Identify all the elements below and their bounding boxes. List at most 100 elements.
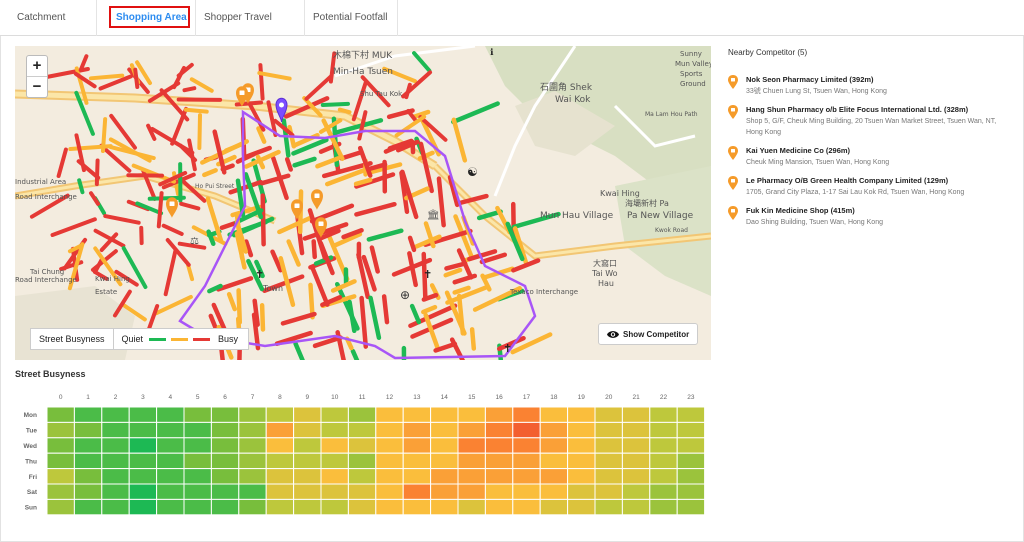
competitor-item[interactable]: Hang Shun Pharmacy o/b Elite Focus Inter… — [728, 105, 1008, 138]
street-segment — [317, 228, 341, 241]
street-segment — [479, 252, 508, 265]
heatmap-cell — [457, 483, 486, 500]
competitor-pin-icon[interactable] — [311, 189, 323, 210]
street-segment — [266, 100, 278, 137]
competitor-address: 1705, Grand City Plaza, 1-17 Sai Lau Kok… — [746, 189, 965, 196]
show-competitor-button[interactable]: Show Competitor — [598, 323, 699, 345]
street-segment — [278, 256, 296, 307]
heatmap-cell — [183, 468, 212, 485]
tab-shopping-area[interactable]: Shopping Area — [101, 0, 196, 36]
heatmap-cell — [156, 406, 185, 423]
competitor-pin-icon[interactable] — [166, 197, 178, 218]
street-segment — [78, 54, 89, 73]
map-label: Mun Valley — [675, 60, 711, 68]
competitor-item[interactable]: Fuk Kin Medicine Shop (415m) Dao Shing Bu… — [728, 206, 1008, 228]
map-label: 石圍角 Shek — [540, 81, 593, 93]
street-segment — [321, 161, 373, 179]
heatmap-cell — [539, 406, 569, 423]
map-label: Ground — [680, 80, 706, 88]
map-label: Wai Kok — [555, 95, 591, 105]
street-segment — [406, 108, 419, 124]
map-label: Mun Hau Village — [540, 211, 614, 221]
heatmap-cell — [649, 483, 678, 500]
street-segment — [497, 343, 504, 360]
street-segment — [357, 110, 368, 141]
heatmap-cell — [676, 406, 706, 423]
heatmap-cell — [649, 498, 678, 516]
heatmap-cell — [512, 468, 541, 485]
heatmap-cell — [649, 452, 678, 470]
heatmap-cell — [320, 406, 349, 423]
street-segment — [112, 289, 132, 318]
heatmap-cell — [46, 437, 75, 454]
map-label: Industrial Area — [15, 178, 66, 186]
heatmap-cell — [101, 437, 130, 454]
zoom-in-button[interactable]: + — [27, 56, 47, 77]
street-segment — [103, 214, 141, 225]
map-label: Sunny — [680, 50, 702, 58]
competitor-item[interactable]: Nok Seon Pharmacy Limited (392m) 33號 Chue… — [728, 75, 1008, 97]
heatmap-cell — [320, 452, 349, 470]
competitor-item[interactable]: Le Pharmacy O/B Green Health Company Lim… — [728, 176, 1008, 198]
heatmap-cell — [539, 452, 569, 470]
heatmap-cell — [512, 406, 541, 423]
street-segment — [251, 312, 261, 351]
heatmap-cell — [676, 483, 706, 500]
competitor-pin-icon[interactable] — [315, 217, 327, 238]
map-label: Ma Lam Hou Path — [645, 111, 698, 118]
heatmap-cell — [430, 421, 459, 439]
heatmap-cell — [375, 452, 404, 470]
heatmap-cell — [402, 421, 432, 439]
tab-shopper-travel-pattern[interactable]: Shopper Travel Pattern — [196, 0, 305, 59]
heatmap-cell — [512, 437, 541, 454]
hour-tick-label: 4 — [168, 394, 172, 401]
tab-catchment-area[interactable]: Catchment Area — [9, 0, 97, 59]
tab-potential-footfall[interactable]: Potential Footfall — [305, 0, 398, 36]
street-segment — [469, 327, 477, 351]
hour-tick-label: 13 — [413, 394, 421, 401]
zoom-out-button[interactable]: − — [32, 78, 42, 95]
street-segment — [456, 248, 474, 280]
heatmap-cell — [320, 421, 349, 439]
heatmap-cell — [101, 468, 130, 485]
competitor-pin-icon[interactable] — [236, 86, 248, 107]
tab-bar: Catchment Area Shopping Area Shopper Tra… — [0, 0, 1024, 59]
map-label: Town — [262, 284, 283, 293]
competitor-name: Le Pharmacy O/B Green Health Company Lim… — [746, 176, 949, 185]
competitor-item[interactable]: Kai Yuen Medicine Co (296m) Cheuk Ming Ma… — [728, 146, 1008, 168]
street-segment — [369, 245, 380, 274]
map-view[interactable]: ℹ ☯ ⊕ ✝ ✝ ✝ ⚖ 🏛 木棉下村 MUK Min-Ha Tsuen Sh… — [15, 46, 711, 360]
heatmap-cell — [210, 483, 240, 500]
street-segment — [283, 96, 330, 119]
street-segment — [381, 294, 390, 325]
hour-tick-label: 9 — [305, 394, 309, 401]
street-segment — [92, 269, 109, 281]
street-busyness-legend: Street Busyness Quiet Busy — [30, 328, 250, 350]
street-segment — [93, 228, 126, 248]
competitor-pin-icon[interactable] — [291, 199, 303, 220]
street-segment — [320, 101, 350, 108]
street-segment — [436, 176, 446, 228]
heatmap-cell — [539, 498, 569, 516]
street-segment — [512, 226, 529, 267]
map-canvas[interactable]: ℹ ☯ ⊕ ✝ ✝ ✝ ⚖ 🏛 木棉下村 MUK Min-Ha Tsuen Sh… — [15, 46, 711, 360]
heatmap-cell — [375, 437, 404, 454]
street-segment — [361, 254, 377, 292]
hour-tick-label: 5 — [196, 394, 200, 401]
hill-area — [615, 166, 711, 296]
heatmap-cell — [402, 406, 432, 423]
map-label: 海壩新村 Pa — [625, 198, 669, 208]
heatmap-cell — [293, 498, 322, 516]
heatmap-cell — [430, 437, 459, 454]
street-segment — [366, 228, 404, 242]
legend-title: Street Busyness — [31, 328, 114, 350]
street-segment — [308, 282, 315, 320]
map-label: Texaco Interchange — [509, 288, 578, 296]
street-segment — [418, 141, 434, 194]
street-segment — [455, 193, 489, 206]
street-segment — [99, 232, 119, 253]
street-segment — [236, 288, 243, 325]
location-pin-icon[interactable] — [275, 97, 288, 123]
street-segment — [423, 221, 436, 249]
street-segment — [197, 113, 203, 151]
